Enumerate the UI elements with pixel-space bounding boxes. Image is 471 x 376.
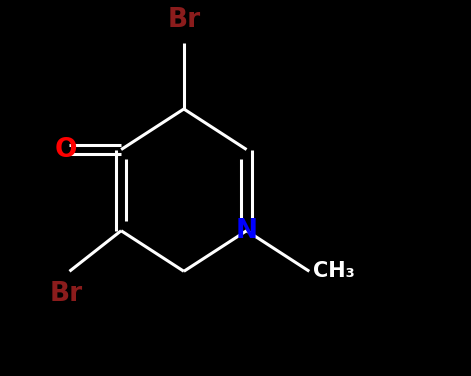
Text: Br: Br	[167, 8, 201, 33]
Text: N: N	[236, 218, 258, 244]
Text: CH₃: CH₃	[313, 261, 355, 281]
Text: Br: Br	[49, 280, 82, 306]
Text: O: O	[55, 136, 77, 162]
